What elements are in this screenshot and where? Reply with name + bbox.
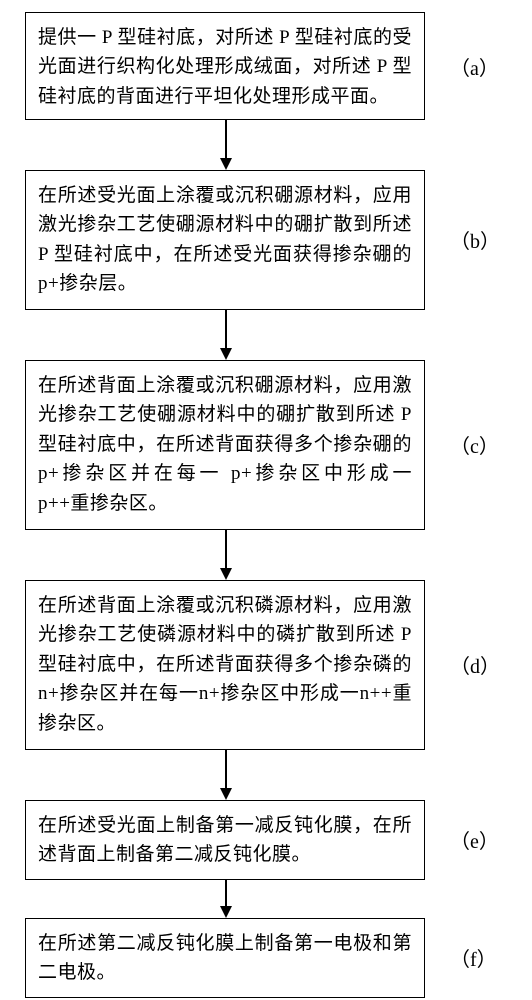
- arrow-d-e-line: [225, 750, 227, 788]
- step-e-box: 在所述受光面上制备第一减反钝化膜，在所述背面上制备第二减反钝化膜。: [25, 800, 425, 880]
- step-b-label: （b）: [450, 225, 500, 254]
- step-d-label: （d）: [450, 650, 500, 679]
- step-a-label: （a）: [450, 52, 499, 81]
- arrow-b-c-line: [225, 310, 227, 348]
- arrow-a-b-head: [220, 158, 232, 170]
- step-d-text: 在所述背面上涂覆或沉积磷源材料，应用激光掺杂工艺使磷源材料中的磷扩散到所述 P型…: [38, 595, 412, 734]
- step-f-box: 在所述第二减反钝化膜上制备第一电极和第二电极。: [25, 918, 425, 998]
- step-c-label: （c）: [450, 430, 499, 459]
- step-d-box: 在所述背面上涂覆或沉积磷源材料，应用激光掺杂工艺使磷源材料中的磷扩散到所述 P型…: [25, 580, 425, 750]
- step-a-box: 提供一 P 型硅衬底，对所述 P 型硅衬底的受光面进行织构化处理形成绒面，对所述…: [25, 12, 425, 120]
- arrow-e-f-line: [225, 880, 227, 906]
- step-a-text: 提供一 P 型硅衬底，对所述 P 型硅衬底的受光面进行织构化处理形成绒面，对所述…: [38, 27, 412, 107]
- step-e-text: 在所述受光面上制备第一减反钝化膜，在所述背面上制备第二减反钝化膜。: [38, 815, 412, 865]
- arrow-e-f-head: [220, 906, 232, 918]
- step-e-label: （e）: [450, 825, 499, 854]
- step-f-text: 在所述第二减反钝化膜上制备第一电极和第二电极。: [38, 933, 412, 983]
- step-c-box: 在所述背面上涂覆或沉积硼源材料，应用激光掺杂工艺使硼源材料中的硼扩散到所述 P型…: [25, 360, 425, 530]
- arrow-a-b-line: [225, 120, 227, 158]
- step-c-text: 在所述背面上涂覆或沉积硼源材料，应用激光掺杂工艺使硼源材料中的硼扩散到所述 P型…: [38, 375, 412, 514]
- arrow-b-c-head: [220, 348, 232, 360]
- step-b-text: 在所述受光面上涂覆或沉积硼源材料，应用激光掺杂工艺使硼源材料中的硼扩散到所述 P…: [38, 185, 412, 294]
- step-b-box: 在所述受光面上涂覆或沉积硼源材料，应用激光掺杂工艺使硼源材料中的硼扩散到所述 P…: [25, 170, 425, 310]
- flowchart-container: 提供一 P 型硅衬底，对所述 P 型硅衬底的受光面进行织构化处理形成绒面，对所述…: [0, 0, 532, 1000]
- arrow-c-d-line: [225, 530, 227, 568]
- step-f-label: （f）: [450, 943, 497, 972]
- arrow-d-e-head: [220, 788, 232, 800]
- arrow-c-d-head: [220, 568, 232, 580]
